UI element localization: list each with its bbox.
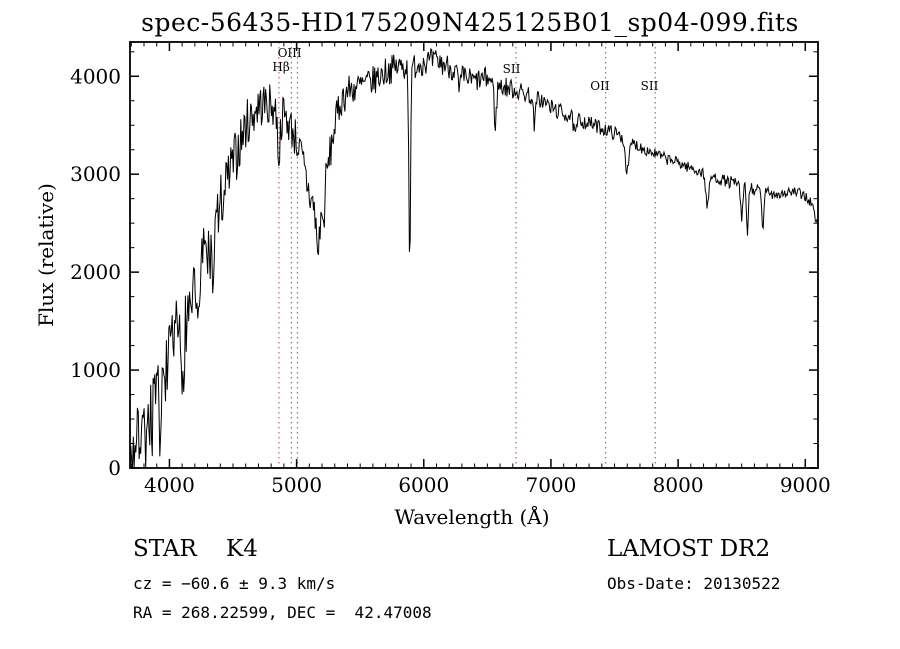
y-axis-label: Flux (relative) xyxy=(34,183,58,327)
spectral-line-label: Hβ xyxy=(272,60,289,74)
spectral-line-label: SII xyxy=(641,79,659,93)
spectral-line-label: OII xyxy=(590,79,610,93)
plot-frame xyxy=(129,41,819,469)
survey-name: LAMOST DR2 xyxy=(607,536,771,562)
x-tick-label: 9000 xyxy=(780,473,831,497)
x-axis-label: Wavelength (Å) xyxy=(394,505,550,529)
plot-title: spec-56435-HD175209N425125B01_sp04-099.f… xyxy=(141,8,799,37)
y-tick-label: 1000 xyxy=(70,358,121,382)
y-tick-label: 3000 xyxy=(70,162,121,186)
y-tick-label: 2000 xyxy=(70,260,121,284)
x-tick-label: 8000 xyxy=(653,473,704,497)
radial-velocity: cz = −60.6 ± 9.3 km/s xyxy=(133,574,336,593)
x-tick-label: 4000 xyxy=(144,473,195,497)
y-tick-label: 4000 xyxy=(70,64,121,88)
observation-date: Obs-Date: 20130522 xyxy=(607,574,781,593)
spectral-line-label: SII xyxy=(503,62,521,76)
spectral-line-label: OIII xyxy=(278,46,302,60)
spectrum-trace xyxy=(129,47,819,469)
x-tick-label: 7000 xyxy=(525,473,576,497)
x-tick-label: 6000 xyxy=(398,473,449,497)
object-classification: STAR K4 xyxy=(133,536,258,562)
ra-dec-coordinates: RA = 268.22599, DEC = 42.47008 xyxy=(133,603,432,622)
x-tick-label: 5000 xyxy=(271,473,322,497)
y-tick-label: 0 xyxy=(108,456,121,480)
